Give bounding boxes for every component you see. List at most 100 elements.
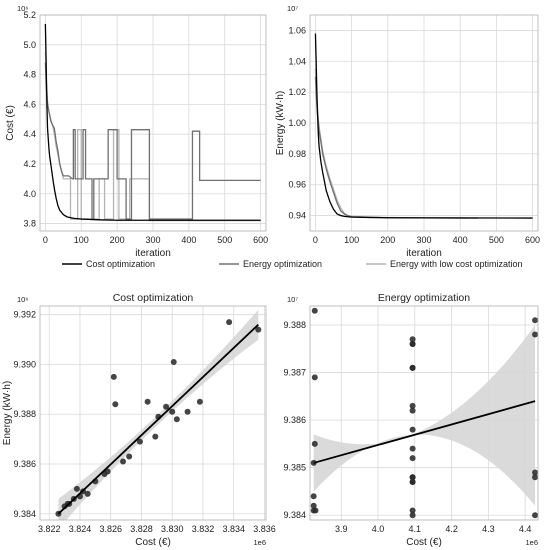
y-tick-label: 1.02 [288, 87, 306, 97]
series-line [44, 62, 261, 220]
data-point [311, 307, 318, 314]
legend: Cost optimization Energy optimization Ener… [62, 259, 523, 269]
series-line [314, 68, 468, 219]
y-tick-label: 1.04 [288, 56, 306, 66]
data-point [173, 416, 180, 423]
data-point [409, 341, 416, 348]
x-tick-label: 400 [181, 235, 196, 245]
data-point [532, 512, 538, 519]
data-point [312, 507, 319, 514]
x-tick-label: 3.9 [335, 524, 348, 534]
data-point [409, 426, 416, 433]
data-point [184, 408, 191, 415]
y-tick-label: 9.388 [283, 320, 306, 330]
cost-optimization-scatter-panel: 3.822 3.824 3.826 3.828 3.830 3.832 3.834 3.836… [2, 292, 276, 548]
y-tick-label: 1.00 [288, 118, 306, 128]
x-tick-label: 500 [217, 235, 232, 245]
y-exponent-label: 10⁷ [287, 4, 298, 13]
y-tick-label: 4.2 [23, 159, 36, 169]
cost-iteration-panel: 0 100 200 300 400 500 600 3.8 4.0 4.2 4.4 4.6 4.8 5.0… [5, 4, 268, 259]
x-tick-label: 600 [525, 235, 540, 245]
y-tick-label: 0.96 [288, 180, 306, 190]
x-tick-label: 3.830 [161, 524, 184, 534]
x-tick-label: 100 [344, 235, 359, 245]
data-point [409, 455, 416, 462]
series-line [314, 76, 479, 219]
x-tick-label: 3.826 [99, 524, 122, 534]
data-point [310, 502, 317, 509]
x-tick-label: 3.828 [130, 524, 153, 534]
y-tick-label: 4.4 [23, 129, 36, 139]
y-tick-label: 5.2 [23, 10, 36, 20]
y-tick-label: 3.8 [23, 219, 36, 229]
y-tick-label: 9.384 [13, 509, 36, 519]
data-point [310, 493, 317, 500]
plot-area [310, 307, 538, 519]
data-point [196, 398, 203, 405]
x-tick-label: 200 [380, 235, 395, 245]
regression-line [57, 324, 259, 515]
confidence-band [313, 325, 536, 506]
data-point [532, 317, 538, 324]
data-point [169, 408, 176, 415]
data-point [110, 373, 117, 380]
x-tick-label: 100 [74, 235, 89, 245]
chart-title: Energy optimization [378, 292, 470, 304]
legend-label: Cost optimization [86, 259, 155, 269]
y-tick-label: 9.385 [283, 463, 306, 473]
data-point [84, 490, 91, 497]
data-point [120, 458, 127, 465]
data-point [409, 474, 416, 481]
x-tick-label: 600 [253, 235, 268, 245]
y-tick-label: 9.392 [13, 310, 36, 320]
energy-iteration-panel: 0 100 200 300 400 500 600 0.94 0.96 0.98 1.00 1.02 1… [275, 4, 540, 259]
axes-frame [309, 14, 539, 232]
x-tick-label: 300 [416, 235, 431, 245]
plot-area [44, 23, 261, 222]
y-tick-label: 4.6 [23, 99, 36, 109]
x-tick-label: 0 [43, 235, 48, 245]
data-point [144, 398, 151, 405]
data-point [126, 453, 133, 460]
y-tick-label: 1.06 [288, 25, 306, 35]
x-tick-label: 3.836 [253, 524, 276, 534]
y-tick-label: 4.8 [23, 70, 36, 80]
data-point [409, 336, 416, 343]
x-tick-label: 3.822 [38, 524, 61, 534]
y-axis-label: Energy (kW·h) [2, 381, 13, 445]
data-point [532, 474, 538, 481]
x-exponent-label: 1e6 [253, 538, 266, 547]
y-tick-label: 9.387 [283, 368, 306, 378]
data-point [152, 433, 159, 440]
x-tick-label: 4.2 [445, 524, 458, 534]
data-point [311, 440, 318, 447]
x-tick-label: 3.824 [69, 524, 92, 534]
y-tick-label: 5.0 [23, 40, 36, 50]
legend-label: Energy optimization [243, 259, 322, 269]
data-point [104, 468, 111, 475]
y-exponent-label: 10⁷ [287, 295, 298, 304]
y-axis-label: Energy (kW·h) [275, 91, 286, 155]
x-tick-label: 3.834 [222, 524, 245, 534]
y-tick-label: 9.390 [13, 359, 36, 369]
y-tick-label: 9.386 [283, 415, 306, 425]
data-point [73, 485, 80, 492]
x-tick-label: 500 [489, 235, 504, 245]
axes-frame [39, 305, 267, 521]
x-axis-label: iteration [135, 248, 171, 259]
x-exponent-label: 1e6 [525, 538, 538, 547]
data-point [409, 507, 416, 514]
data-point [409, 478, 416, 485]
y-tick-label: 0.94 [288, 211, 306, 221]
x-tick-label: 400 [453, 235, 468, 245]
y-axis-label: Cost (€) [5, 105, 16, 141]
y-tick-label: 4.0 [23, 189, 36, 199]
y-exponent-label: 10⁶ [17, 295, 28, 304]
regression-line [313, 400, 536, 464]
x-axis-label: iteration [406, 248, 442, 259]
data-point [163, 403, 170, 410]
x-tick-label: 300 [145, 235, 160, 245]
x-axis-label: Cost (€) [135, 537, 171, 548]
data-point [532, 331, 538, 338]
